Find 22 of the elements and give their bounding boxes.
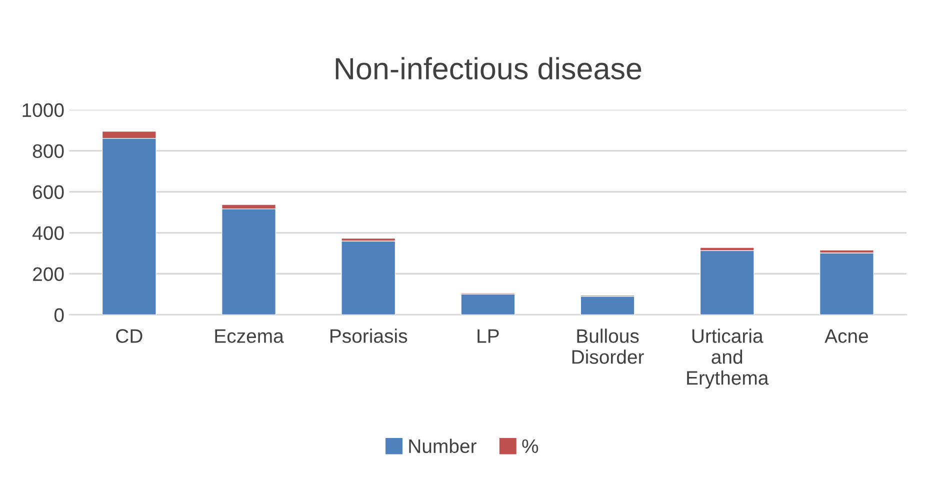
x-tick-label: Acne — [824, 329, 868, 343]
bar — [460, 294, 516, 315]
x-tick-label: CD — [116, 329, 142, 343]
y-tick-label: 800 — [32, 144, 64, 158]
legend-label: Number — [409, 438, 476, 454]
x-tick-label: Eczema — [215, 329, 284, 343]
y-tick-label: 1000 — [22, 103, 64, 118]
y-tick-label: 200 — [33, 267, 64, 282]
x-tick-label: Psoriasis — [330, 328, 408, 343]
chart-title: Non-infectious disease — [336, 57, 642, 80]
y-tick-label: 600 — [33, 185, 64, 200]
bar — [341, 240, 396, 315]
bar — [222, 208, 276, 315]
bar — [580, 296, 635, 315]
bar — [819, 252, 874, 315]
y-tick-label: 400 — [32, 226, 64, 240]
bar — [700, 250, 754, 315]
x-tick-label: Bullous Disorder — [572, 328, 644, 364]
y-tick-label: 0 — [54, 308, 64, 322]
x-tick-label: LP — [478, 329, 499, 343]
x-tick-label: Urticaria and Erythema — [687, 328, 769, 389]
legend-label: % — [522, 439, 538, 453]
